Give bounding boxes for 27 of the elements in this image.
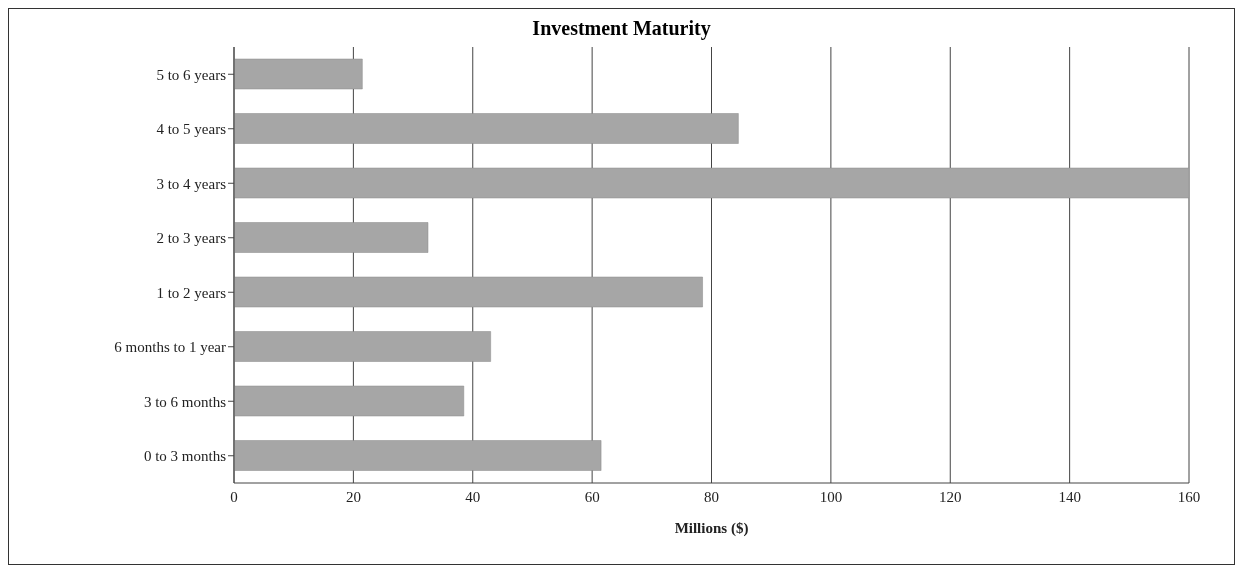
x-tick-label: 60 [584,488,600,505]
y-tick-label: 2 to 3 years [156,230,227,247]
y-tick-label: 3 to 4 years [156,175,227,192]
y-tick-label: 6 months to 1 year [114,339,226,356]
x-tick-label: 140 [1058,488,1081,505]
chart-title: Investment Maturity [531,16,712,42]
y-tick-label: 1 to 2 years [156,284,227,301]
x-tick-label: 20 [345,488,361,505]
x-tick-label: 0 [230,488,238,505]
y-tick-label: 0 to 3 months [143,448,227,465]
x-tick-label: 80 [704,488,719,505]
bar [234,440,602,471]
x-tick-label: 40 [465,488,481,505]
bar [234,385,465,417]
y-tick-label: 3 to 6 months [143,393,227,410]
bar [234,58,363,90]
bar [234,167,1189,199]
x-tick-label: 100 [819,488,843,505]
bar [234,222,429,253]
x-tick-label: 160 [1177,488,1201,505]
x-axis-title: Millions ($) [674,520,749,537]
bar [234,113,739,144]
y-tick-label: 5 to 6 years [156,66,227,83]
x-tick-label: 120 [939,488,962,505]
y-tick-label: 4 to 5 years [156,121,227,138]
bar [234,276,703,308]
bar [234,331,491,362]
